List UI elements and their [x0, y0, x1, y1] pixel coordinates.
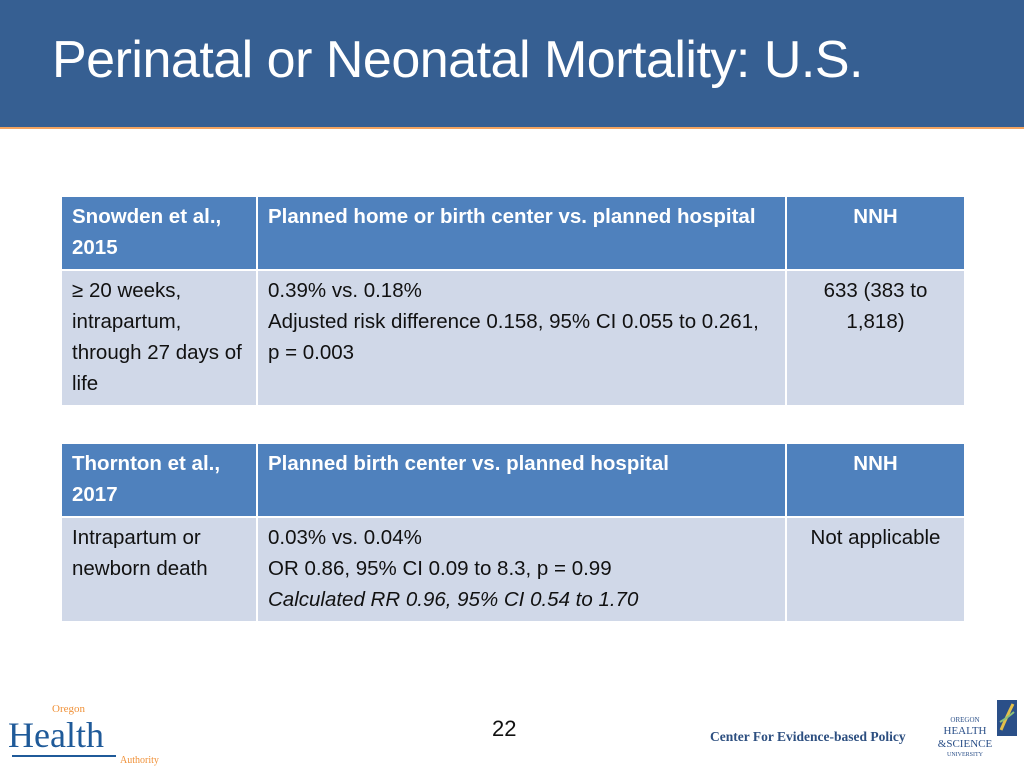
logo-text-science: &SCIENCE [937, 738, 993, 750]
page-number: 22 [492, 716, 517, 741]
result-line: OR 0.86, 95% CI 0.09 to 8.3, p = 0.99 [268, 557, 612, 580]
population-cell: ≥ 20 weeks, intrapartum, through 27 days… [62, 271, 256, 405]
population-cell: Intrapartum or newborn death [62, 518, 256, 621]
comparison-header: Planned home or birth center vs. planned… [258, 197, 785, 269]
ohsu-emblem-icon [997, 700, 1017, 736]
table-header-row: Snowden et al., 2015 Planned home or bir… [62, 197, 964, 269]
nnh-header: NNH [787, 444, 964, 516]
result-line: 0.39% vs. 0.18% [268, 279, 422, 302]
logo-text-oregon: Oregon [52, 703, 85, 715]
study-header: Snowden et al., 2015 [62, 197, 256, 269]
table-row: Intrapartum or newborn death 0.03% vs. 0… [62, 518, 964, 621]
nnh-header: NNH [787, 197, 964, 269]
oregon-health-authority-logo: Oregon Health Authority [8, 703, 183, 767]
ohsu-logo: OREGON HEALTH &SCIENCE UNIVERSITY [935, 700, 1020, 764]
table-header-row: Thornton et al., 2017 Planned birth cent… [62, 444, 964, 516]
snowden-table: Snowden et al., 2015 Planned home or bir… [60, 195, 966, 407]
logo-underline [12, 755, 116, 757]
comparison-header: Planned birth center vs. planned hospita… [258, 444, 785, 516]
nnh-cell: Not applicable [787, 518, 964, 621]
logo-text-university: UNIVERSITY [947, 752, 983, 758]
slide-title: Perinatal or Neonatal Mortality: U.S. [52, 31, 863, 89]
nnh-cell: 633 (383 to 1,818) [787, 271, 964, 405]
table-row: ≥ 20 weeks, intrapartum, through 27 days… [62, 271, 964, 405]
title-bar: Perinatal or Neonatal Mortality: U.S. [0, 0, 1024, 129]
logo-text-health: HEALTH [943, 725, 987, 737]
result-line: Calculated RR 0.96, 95% CI 0.54 to 1.70 [268, 588, 639, 611]
footer-org-name: Center For Evidence-based Policy [710, 729, 906, 744]
result-line: 0.03% vs. 0.04% [268, 526, 422, 549]
logo-text-oregon: OREGON [950, 716, 980, 724]
thornton-table: Thornton et al., 2017 Planned birth cent… [60, 442, 966, 623]
logo-text-health: Health [8, 715, 104, 755]
study-header: Thornton et al., 2017 [62, 444, 256, 516]
logo-text-authority: Authority [120, 755, 159, 766]
result-cell: 0.03% vs. 0.04% OR 0.86, 95% CI 0.09 to … [258, 518, 785, 621]
result-cell: 0.39% vs. 0.18% Adjusted risk difference… [258, 271, 785, 405]
result-line: Adjusted risk difference 0.158, 95% CI 0… [268, 310, 759, 364]
